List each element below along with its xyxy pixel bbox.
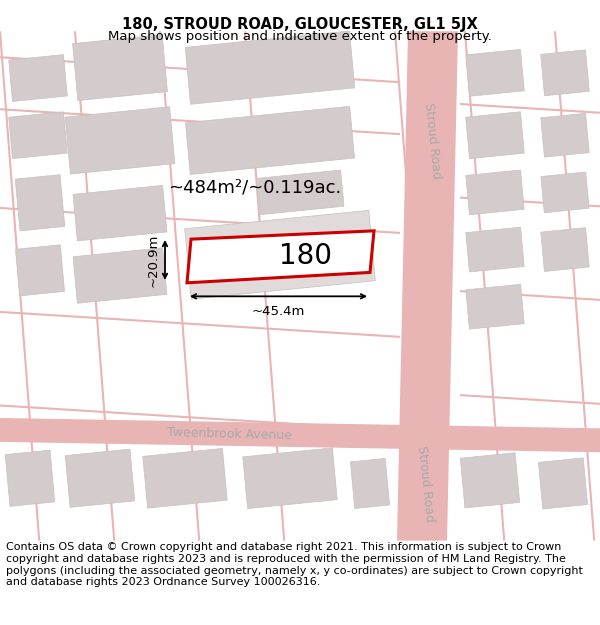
Polygon shape [16, 245, 65, 296]
Text: 180, STROUD ROAD, GLOUCESTER, GL1 5JX: 180, STROUD ROAD, GLOUCESTER, GL1 5JX [122, 18, 478, 32]
Polygon shape [185, 106, 355, 174]
Polygon shape [466, 49, 524, 96]
Polygon shape [466, 170, 524, 215]
Polygon shape [73, 35, 167, 101]
Polygon shape [466, 284, 524, 329]
Polygon shape [73, 186, 167, 241]
Text: Map shows position and indicative extent of the property.: Map shows position and indicative extent… [108, 30, 492, 43]
Text: Tweenbrook Avenue: Tweenbrook Avenue [167, 426, 293, 442]
Polygon shape [185, 211, 376, 299]
Polygon shape [541, 228, 589, 271]
Polygon shape [65, 449, 135, 508]
Text: ~20.9m: ~20.9m [147, 233, 160, 287]
Polygon shape [397, 31, 458, 541]
Polygon shape [466, 227, 524, 272]
Polygon shape [466, 112, 524, 159]
Polygon shape [143, 448, 227, 508]
Polygon shape [243, 448, 337, 509]
Text: Stroud Road: Stroud Road [422, 101, 442, 179]
Text: ~484m²/~0.119ac.: ~484m²/~0.119ac. [169, 178, 341, 196]
Polygon shape [73, 248, 167, 303]
Polygon shape [541, 50, 589, 96]
Polygon shape [538, 458, 587, 509]
Polygon shape [187, 231, 374, 283]
Polygon shape [9, 54, 67, 101]
Polygon shape [15, 174, 65, 231]
Text: Contains OS data © Crown copyright and database right 2021. This information is : Contains OS data © Crown copyright and d… [6, 542, 583, 588]
Polygon shape [541, 172, 589, 212]
Text: Stroud Road: Stroud Road [415, 444, 436, 522]
Polygon shape [185, 31, 355, 104]
Polygon shape [350, 458, 389, 509]
Polygon shape [9, 112, 67, 159]
Polygon shape [541, 113, 589, 157]
Text: ~45.4m: ~45.4m [252, 304, 305, 318]
Polygon shape [5, 450, 55, 506]
Polygon shape [460, 452, 520, 508]
Polygon shape [65, 107, 175, 174]
Polygon shape [256, 170, 344, 215]
Text: 180: 180 [279, 242, 332, 270]
Polygon shape [0, 418, 600, 452]
